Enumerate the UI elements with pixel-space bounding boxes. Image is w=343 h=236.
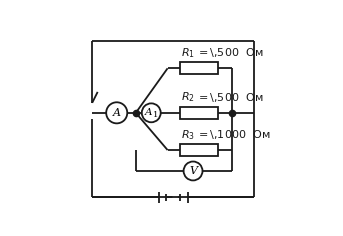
Text: A: A (113, 108, 121, 118)
Circle shape (142, 103, 161, 122)
Text: $=$\,1000  Ом: $=$\,1000 Ом (196, 128, 270, 141)
Circle shape (106, 102, 127, 123)
Bar (180, 107, 218, 119)
Text: 1: 1 (153, 111, 158, 119)
Text: $=$\,500  Ом: $=$\,500 Ом (196, 46, 263, 59)
Circle shape (184, 161, 202, 180)
Text: A: A (145, 108, 153, 117)
Text: V: V (189, 166, 197, 176)
Text: $R_1$: $R_1$ (180, 46, 194, 60)
Text: $R_2$: $R_2$ (181, 90, 194, 104)
Text: $R_3$: $R_3$ (180, 128, 194, 142)
Bar (180, 144, 218, 156)
Bar (180, 62, 218, 74)
Text: $=$\,500  Ом: $=$\,500 Ом (196, 91, 263, 104)
